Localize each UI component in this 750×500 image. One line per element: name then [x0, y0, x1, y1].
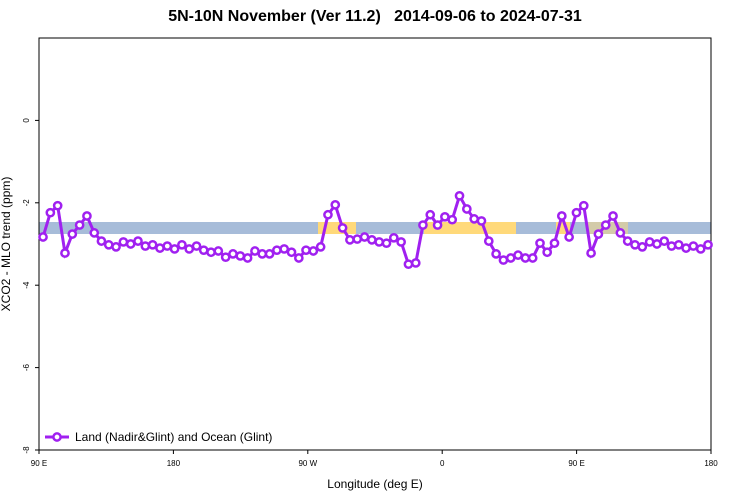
data-point — [323, 209, 333, 220]
x-tick-label: 90 E — [31, 459, 47, 468]
data-point — [447, 214, 458, 225]
x-tick-label: 90 W — [298, 459, 317, 468]
data-point — [330, 200, 341, 210]
data-point — [191, 241, 202, 251]
data-point — [410, 258, 421, 268]
data-point — [637, 242, 648, 252]
data-point — [593, 229, 604, 239]
legend-label: Land (Nadir&Glint) and Ocean (Glint) — [75, 430, 272, 444]
land-strip — [424, 222, 516, 234]
data-point — [308, 246, 319, 256]
data-point — [140, 241, 151, 251]
data-point — [279, 244, 290, 254]
data-point — [388, 232, 399, 243]
y-tick-label: -2 — [22, 199, 31, 207]
x-tick-label: 0 — [440, 459, 445, 468]
data-point — [74, 220, 85, 230]
data-point — [89, 228, 100, 238]
data-point — [608, 211, 618, 221]
data-point — [556, 211, 567, 221]
data-point — [483, 236, 494, 246]
x-tick-label: 180 — [167, 459, 181, 468]
data-point — [169, 244, 180, 254]
data-point — [45, 207, 56, 218]
data-point — [622, 236, 633, 246]
data-point — [111, 242, 121, 252]
data-point — [345, 235, 355, 245]
data-point — [600, 220, 611, 230]
data-point — [425, 209, 436, 220]
y-tick-label: -8 — [22, 446, 31, 454]
data-point — [659, 236, 670, 246]
data-point — [293, 253, 304, 263]
chart-title: 5N-10N November (Ver 11.2) 2014-09-06 to… — [168, 8, 582, 25]
data-point — [286, 247, 297, 258]
data-point — [461, 204, 472, 214]
data-point — [264, 249, 275, 259]
data-point — [133, 236, 143, 246]
y-tick-label: -6 — [22, 363, 31, 371]
data-point — [396, 237, 406, 247]
data-point — [586, 248, 596, 258]
data-point — [571, 207, 582, 218]
y-tick-label: 0 — [22, 118, 31, 123]
data-point — [96, 236, 107, 246]
data-point — [542, 247, 553, 258]
data-point — [418, 220, 428, 230]
x-tick-label: 180 — [704, 459, 718, 468]
data-point — [695, 244, 706, 254]
data-point — [337, 223, 348, 233]
data-point — [301, 245, 311, 256]
data-point — [242, 253, 253, 263]
data-point — [673, 239, 684, 250]
data-point — [535, 238, 545, 249]
data-point — [206, 247, 216, 258]
data-point — [220, 252, 231, 263]
data-point — [60, 248, 70, 258]
data-point — [564, 232, 574, 242]
data-point — [381, 238, 392, 249]
data-point — [703, 239, 713, 250]
legend-marker — [52, 432, 62, 442]
data-point — [578, 200, 589, 211]
data-point — [549, 238, 560, 249]
data-point — [52, 200, 63, 211]
data-point — [476, 216, 487, 226]
data-point — [454, 190, 465, 201]
data-point — [315, 242, 326, 252]
ocean-strip — [39, 222, 711, 234]
data-point — [403, 259, 414, 270]
data-point — [213, 246, 224, 256]
data-point — [177, 239, 187, 250]
data-point — [38, 232, 48, 242]
data-point — [491, 249, 501, 259]
data-point — [67, 229, 78, 239]
data-point — [374, 237, 385, 247]
data-point — [147, 239, 158, 250]
y-axis-label: XCO2 - MLO trend (ppm) — [0, 177, 13, 312]
land-strip — [318, 222, 356, 234]
x-tick-label: 90 E — [568, 459, 584, 468]
data-point — [272, 245, 282, 256]
data-point — [615, 228, 626, 238]
data-point — [82, 211, 92, 221]
x-axis-label: Longitude (deg E) — [327, 477, 422, 491]
data-point — [527, 253, 538, 263]
data-point — [432, 220, 443, 230]
y-tick-label: -4 — [22, 281, 31, 289]
